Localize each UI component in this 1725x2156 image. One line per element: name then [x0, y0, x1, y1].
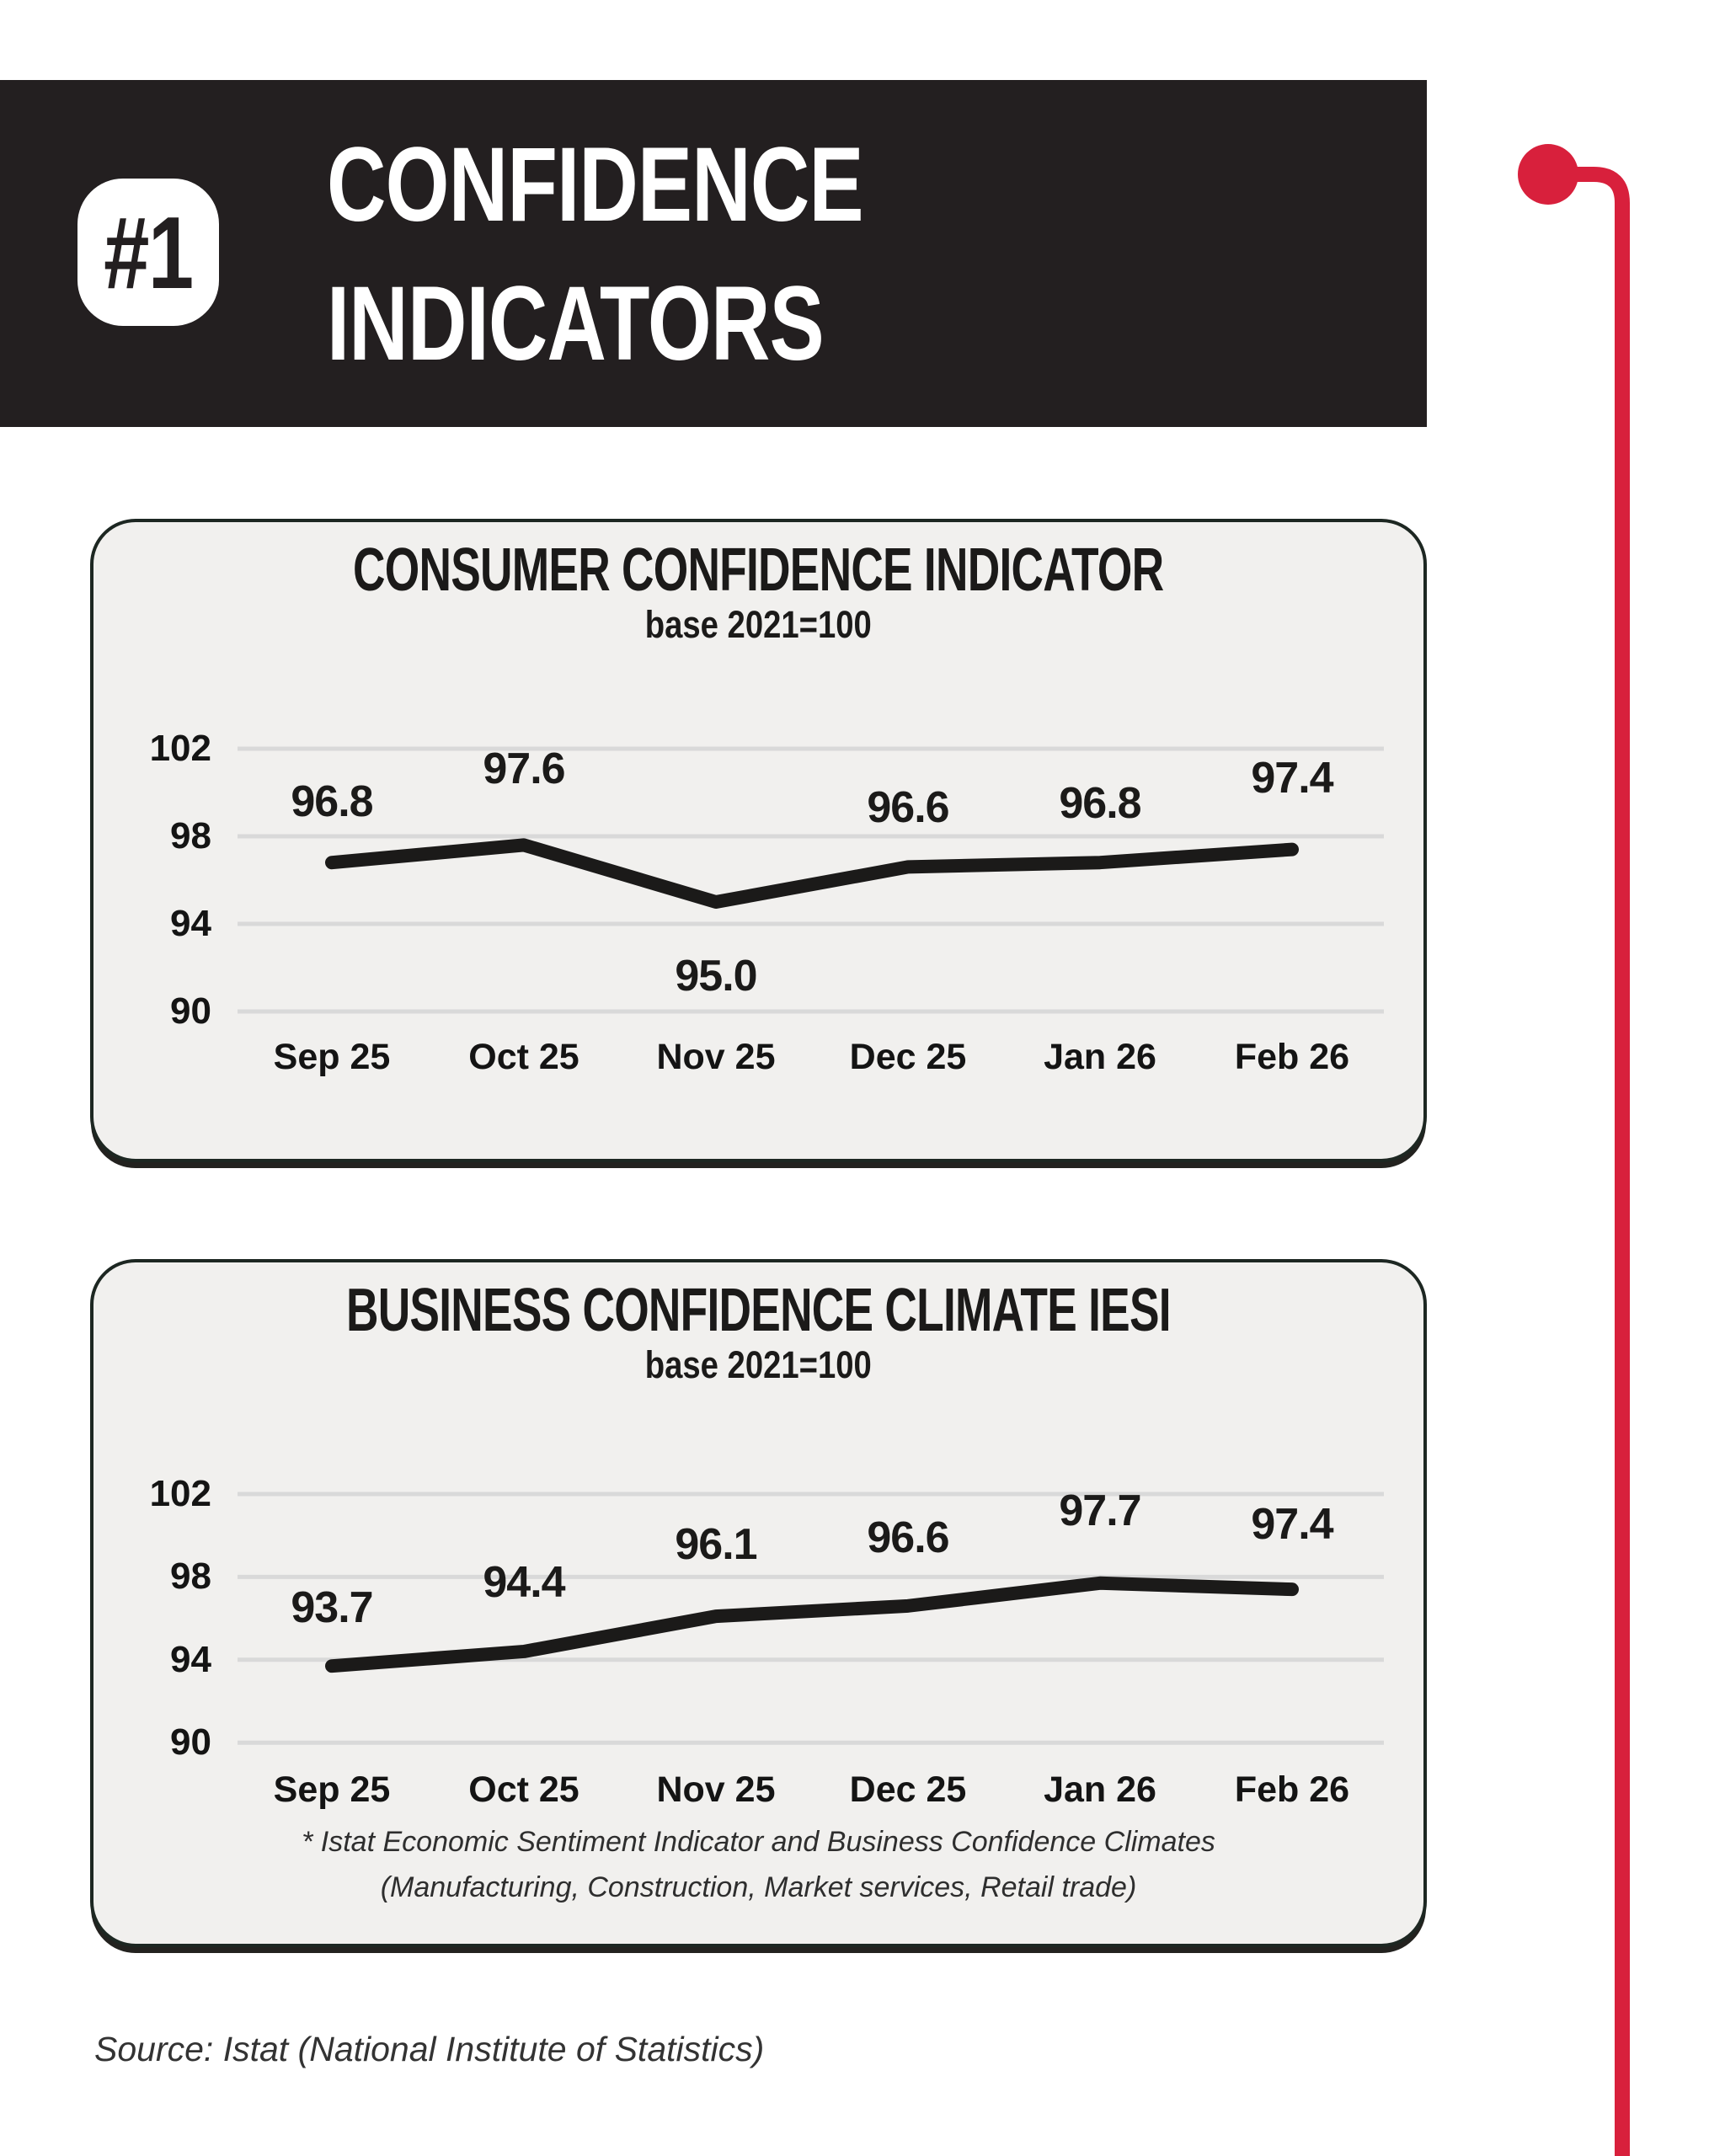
chart-subtitle: base 2021=100	[644, 603, 873, 646]
x-axis-label: Dec 25	[849, 1769, 967, 1810]
chart-footnote-line1: * Istat Economic Sentiment Indicator and…	[302, 1826, 1215, 1858]
data-line	[325, 1576, 1299, 1673]
source-attribution: Source: Istat (National Institute of Sta…	[94, 2030, 765, 2068]
x-axis-label: Feb 26	[1234, 1037, 1350, 1077]
number-badge: #1	[77, 179, 219, 326]
x-axis-label: Sep 25	[273, 1769, 391, 1810]
data-point-label: 96.8	[1059, 779, 1141, 829]
x-axis-label: Feb 26	[1234, 1769, 1350, 1810]
data-line	[325, 838, 1299, 909]
x-axis-label: Jan 26	[1044, 1037, 1156, 1077]
page-title: CONFIDENCE INDICATORS	[327, 115, 1014, 393]
chart-footnote-line2: (Manufacturing, Construction, Market ser…	[380, 1871, 1137, 1903]
data-point-label: 97.4	[1251, 753, 1333, 803]
data-point-label: 96.1	[675, 1520, 757, 1570]
y-axis-tick: 94	[170, 1638, 211, 1680]
x-axis-label: Oct 25	[468, 1037, 579, 1077]
data-point-label: 94.4	[483, 1557, 565, 1607]
x-axis-label: Sep 25	[273, 1037, 391, 1077]
y-axis-tick: 90	[170, 1721, 211, 1764]
business-confidence-chart: 102 98 94 90 Sep 25 Oct 25 Nov 25 Dec 25 Jan 26 F…	[93, 1262, 1423, 1944]
chart-canvas	[238, 1492, 1384, 1745]
x-axis-label: Nov 25	[656, 1037, 776, 1077]
consumer-confidence-chart: 102 98 94 90 Sep 25 Oct 25 Nov 25 Dec 25 Jan 26 F…	[93, 522, 1423, 1159]
chart-canvas	[238, 746, 1384, 1014]
x-axis-label: Oct 25	[468, 1769, 579, 1810]
header-block: #1 CONFIDENCE INDICATORS	[0, 80, 1427, 427]
data-point-label: 96.8	[291, 777, 373, 827]
x-axis-label: Nov 25	[656, 1769, 776, 1810]
chart-title: BUSINESS CONFIDENCE CLIMATE IESI	[346, 1277, 1172, 1344]
chart-subtitle: base 2021=100	[644, 1343, 873, 1386]
badge-label: #1	[104, 195, 194, 310]
y-axis-tick: 98	[170, 1556, 211, 1598]
data-point-label: 96.6	[867, 783, 949, 833]
y-axis-tick: 98	[170, 815, 211, 857]
red-line-path	[1548, 167, 1630, 2156]
business-confidence-card: BUSINESS CONFIDENCE CLIMATE IESI base 20…	[90, 1259, 1427, 1947]
data-point-label: 97.7	[1059, 1486, 1141, 1535]
data-point-label: 96.6	[867, 1513, 949, 1562]
page-title-line1: CONFIDENCE	[327, 126, 864, 243]
data-point-label: 93.7	[291, 1583, 373, 1633]
y-axis-tick: 102	[149, 1473, 211, 1514]
red-dot-icon	[1518, 144, 1578, 205]
page-title-line2: INDICATORS	[327, 265, 825, 382]
chart-title: CONSUMER CONFIDENCE INDICATOR	[353, 536, 1164, 604]
x-axis-label: Jan 26	[1044, 1769, 1156, 1810]
y-axis-tick: 94	[170, 903, 211, 944]
data-point-label: 95.0	[675, 952, 757, 1001]
x-axis-label: Dec 25	[849, 1037, 967, 1077]
consumer-confidence-card: CONSUMER CONFIDENCE INDICATOR base 2021=…	[90, 519, 1427, 1162]
data-point-label: 97.6	[483, 744, 565, 794]
data-point-label: 97.4	[1251, 1500, 1333, 1550]
y-axis-tick: 90	[170, 990, 211, 1032]
y-axis-tick: 102	[149, 728, 211, 769]
